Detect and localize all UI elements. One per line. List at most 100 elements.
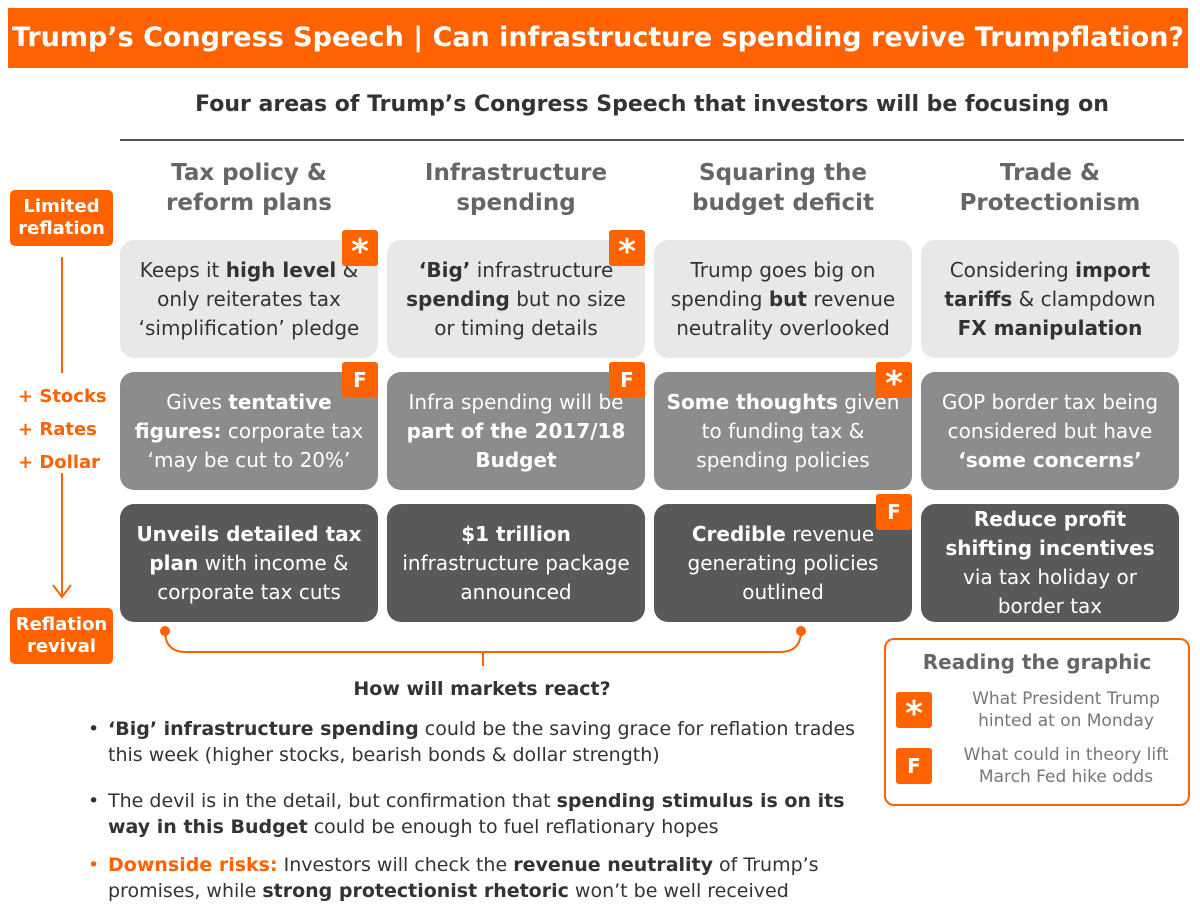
text-run: high level <box>225 257 337 282</box>
text-run: with income & corporate tax cuts <box>157 550 349 604</box>
subtitle: Four areas of Trump’s Congress Speech th… <box>195 92 1109 117</box>
text-run: The devil is in the detail, but confirma… <box>108 790 557 812</box>
text-run: spending stimulus is on its way in this … <box>108 790 845 838</box>
limited-reflation-label: Limited reflation <box>10 190 113 246</box>
bullet-dot: • <box>88 790 100 812</box>
text-run: infrastructure <box>470 257 614 282</box>
bullet-dot: • <box>88 718 100 740</box>
text-run: FX manipulation <box>957 315 1143 340</box>
text-run: ‘Big’ infrastructure spending <box>108 718 419 740</box>
text-run: Trump goes big on spending <box>670 257 876 311</box>
text-run: Unveils detailed tax plan <box>136 521 362 575</box>
cell-infrastructure-row-2: Infra spending will be part of the 2017/… <box>387 372 645 490</box>
cell-text: Reduce profit shifting incentives via ta… <box>931 505 1169 621</box>
text-run: but no size or timing details <box>434 286 626 340</box>
star-badge: * <box>609 230 645 270</box>
cell-infrastructure-row-3: $1 trillion infrastructure package annou… <box>387 504 645 622</box>
text-run: Gives <box>166 389 229 414</box>
cell-text: Credible revenue generating policies out… <box>664 520 902 607</box>
cell-trade-row-2: GOP border tax being considered but have… <box>921 372 1179 490</box>
reflation-revival-label: Reflation revival <box>10 608 113 664</box>
cell-text: Considering import tariffs & clampdown F… <box>931 256 1169 343</box>
text-run: won’t be well received <box>568 880 789 902</box>
cell-text: Keeps it high level & only reiterates ta… <box>130 256 368 343</box>
text-run: $1 trillion <box>461 521 571 546</box>
text-run: but <box>768 286 807 311</box>
column-header-trade: Trade & Protectionism <box>959 160 1141 216</box>
legend-box <box>884 638 1190 806</box>
cell-tax-row-3: Unveils detailed tax plan with income & … <box>120 504 378 622</box>
reflation-axis-arrow <box>52 257 72 599</box>
text-run: Infra spending will be <box>408 389 624 414</box>
markets-bracket <box>160 626 806 666</box>
text-run: Credible <box>691 521 786 546</box>
title-banner <box>8 8 1188 68</box>
cell-text: Infra spending will be part of the 2017/… <box>397 388 635 475</box>
text-run: import tariffs <box>944 257 1151 311</box>
text-run: corporate tax ‘may be cut to 20%’ <box>147 418 364 472</box>
text-run: Keeps it <box>139 257 226 282</box>
cell-budget-row-1: Trump goes big on spending but revenue n… <box>654 240 912 358</box>
text-run: revenue neutrality overlooked <box>676 286 896 340</box>
f-badge: F <box>342 362 378 398</box>
star-badge: * <box>342 230 378 270</box>
text-run: Considering <box>949 257 1076 282</box>
text-run: of Trump’s promises, while <box>108 854 819 902</box>
text-run: ‘Big’ <box>418 257 471 282</box>
text-run: spending <box>406 286 510 311</box>
f-badge: F <box>609 362 645 398</box>
text-run: could be the saving grace for reflation … <box>108 718 856 766</box>
plus-rates-label: + Rates <box>18 419 97 440</box>
text-run: Downside risks: <box>108 854 278 876</box>
cell-text: Gives tentative figures: corporate tax ‘… <box>130 388 368 475</box>
bullet-text: Downside risks: Investors will check the… <box>88 852 878 904</box>
cell-tax-row-2: Gives tentative figures: corporate tax ‘… <box>120 372 378 490</box>
text-run: & clampdown <box>1012 286 1156 311</box>
cell-text: ‘Big’ infrastructure spending but no siz… <box>397 256 635 343</box>
reaction-bullet: • The devil is in the detail, but confirm… <box>88 788 878 840</box>
text-run: ‘some concerns’ <box>958 447 1142 472</box>
cell-infrastructure-row-1: ‘Big’ infrastructure spending but no siz… <box>387 240 645 358</box>
text-run: tentative figures: <box>134 389 332 443</box>
bullet-text: ‘Big’ infrastructure spending could be t… <box>88 716 878 768</box>
cell-trade-row-1: Considering import tariffs & clampdown F… <box>921 240 1179 358</box>
cell-text: $1 trillion infrastructure package annou… <box>397 520 635 607</box>
cell-text: Unveils detailed tax plan with income & … <box>130 520 368 607</box>
cell-text: GOP border tax being considered but have… <box>931 388 1169 475</box>
text-run: Investors will check the <box>277 854 514 876</box>
plus-dollar-label: + Dollar <box>18 452 101 473</box>
legend-f-text: What could in theory lift March Fed hike… <box>963 745 1169 787</box>
column-header-infrastructure: Infrastructure spending <box>424 160 608 216</box>
cell-text: Some thoughts given to funding tax & spe… <box>664 388 902 475</box>
text-run: via tax holiday or border tax <box>963 565 1137 618</box>
plus-stocks-label: + Stocks <box>18 386 107 407</box>
text-run: Some thoughts <box>666 389 838 414</box>
text-run: part of the 2017/18 Budget <box>406 418 626 472</box>
column-header-budget: Squaring the budget deficit <box>692 160 874 216</box>
text-run: could be enough to fuel reflationary hop… <box>307 816 719 838</box>
text-run: GOP border tax being considered but have <box>941 389 1159 443</box>
column-header-tax: Tax policy & reform plans <box>166 160 332 216</box>
cell-budget-row-3: Credible revenue generating policies out… <box>654 504 912 622</box>
cell-tax-row-1: Keeps it high level & only reiterates ta… <box>120 240 378 358</box>
legend-f-badge: F <box>896 748 932 784</box>
bullet-dot: • <box>88 854 100 876</box>
reaction-bullet: • ‘Big’ infrastructure spending could be … <box>88 716 878 768</box>
text-run: strong protectionist rhetoric <box>262 880 569 902</box>
text-run: revenue neutrality <box>513 854 714 876</box>
legend-title: Reading the graphic <box>922 650 1152 674</box>
cell-trade-row-3: Reduce profit shifting incentives via ta… <box>921 504 1179 622</box>
text-run: revenue generating policies outlined <box>687 521 879 604</box>
legend-star-badge: * <box>896 692 932 732</box>
text-run: given to funding tax & spending policies <box>696 389 900 472</box>
text-run: & only reiterates tax ‘simplification’ p… <box>138 257 360 340</box>
reaction-bullet: • Downside risks: Investors will check th… <box>88 852 878 904</box>
subtitle-divider <box>120 139 1184 141</box>
page-title: Trump’s Congress Speech | Can infrastruc… <box>11 22 1185 53</box>
cell-budget-row-2: Some thoughts given to funding tax & spe… <box>654 372 912 490</box>
markets-react-title: How will markets react? <box>353 678 611 700</box>
legend-star-text: What President Trump hinted at on Monday <box>972 689 1160 731</box>
f-badge: F <box>876 494 912 530</box>
text-run: infrastructure package announced <box>402 550 630 604</box>
bullet-text: The devil is in the detail, but confirma… <box>88 788 878 840</box>
